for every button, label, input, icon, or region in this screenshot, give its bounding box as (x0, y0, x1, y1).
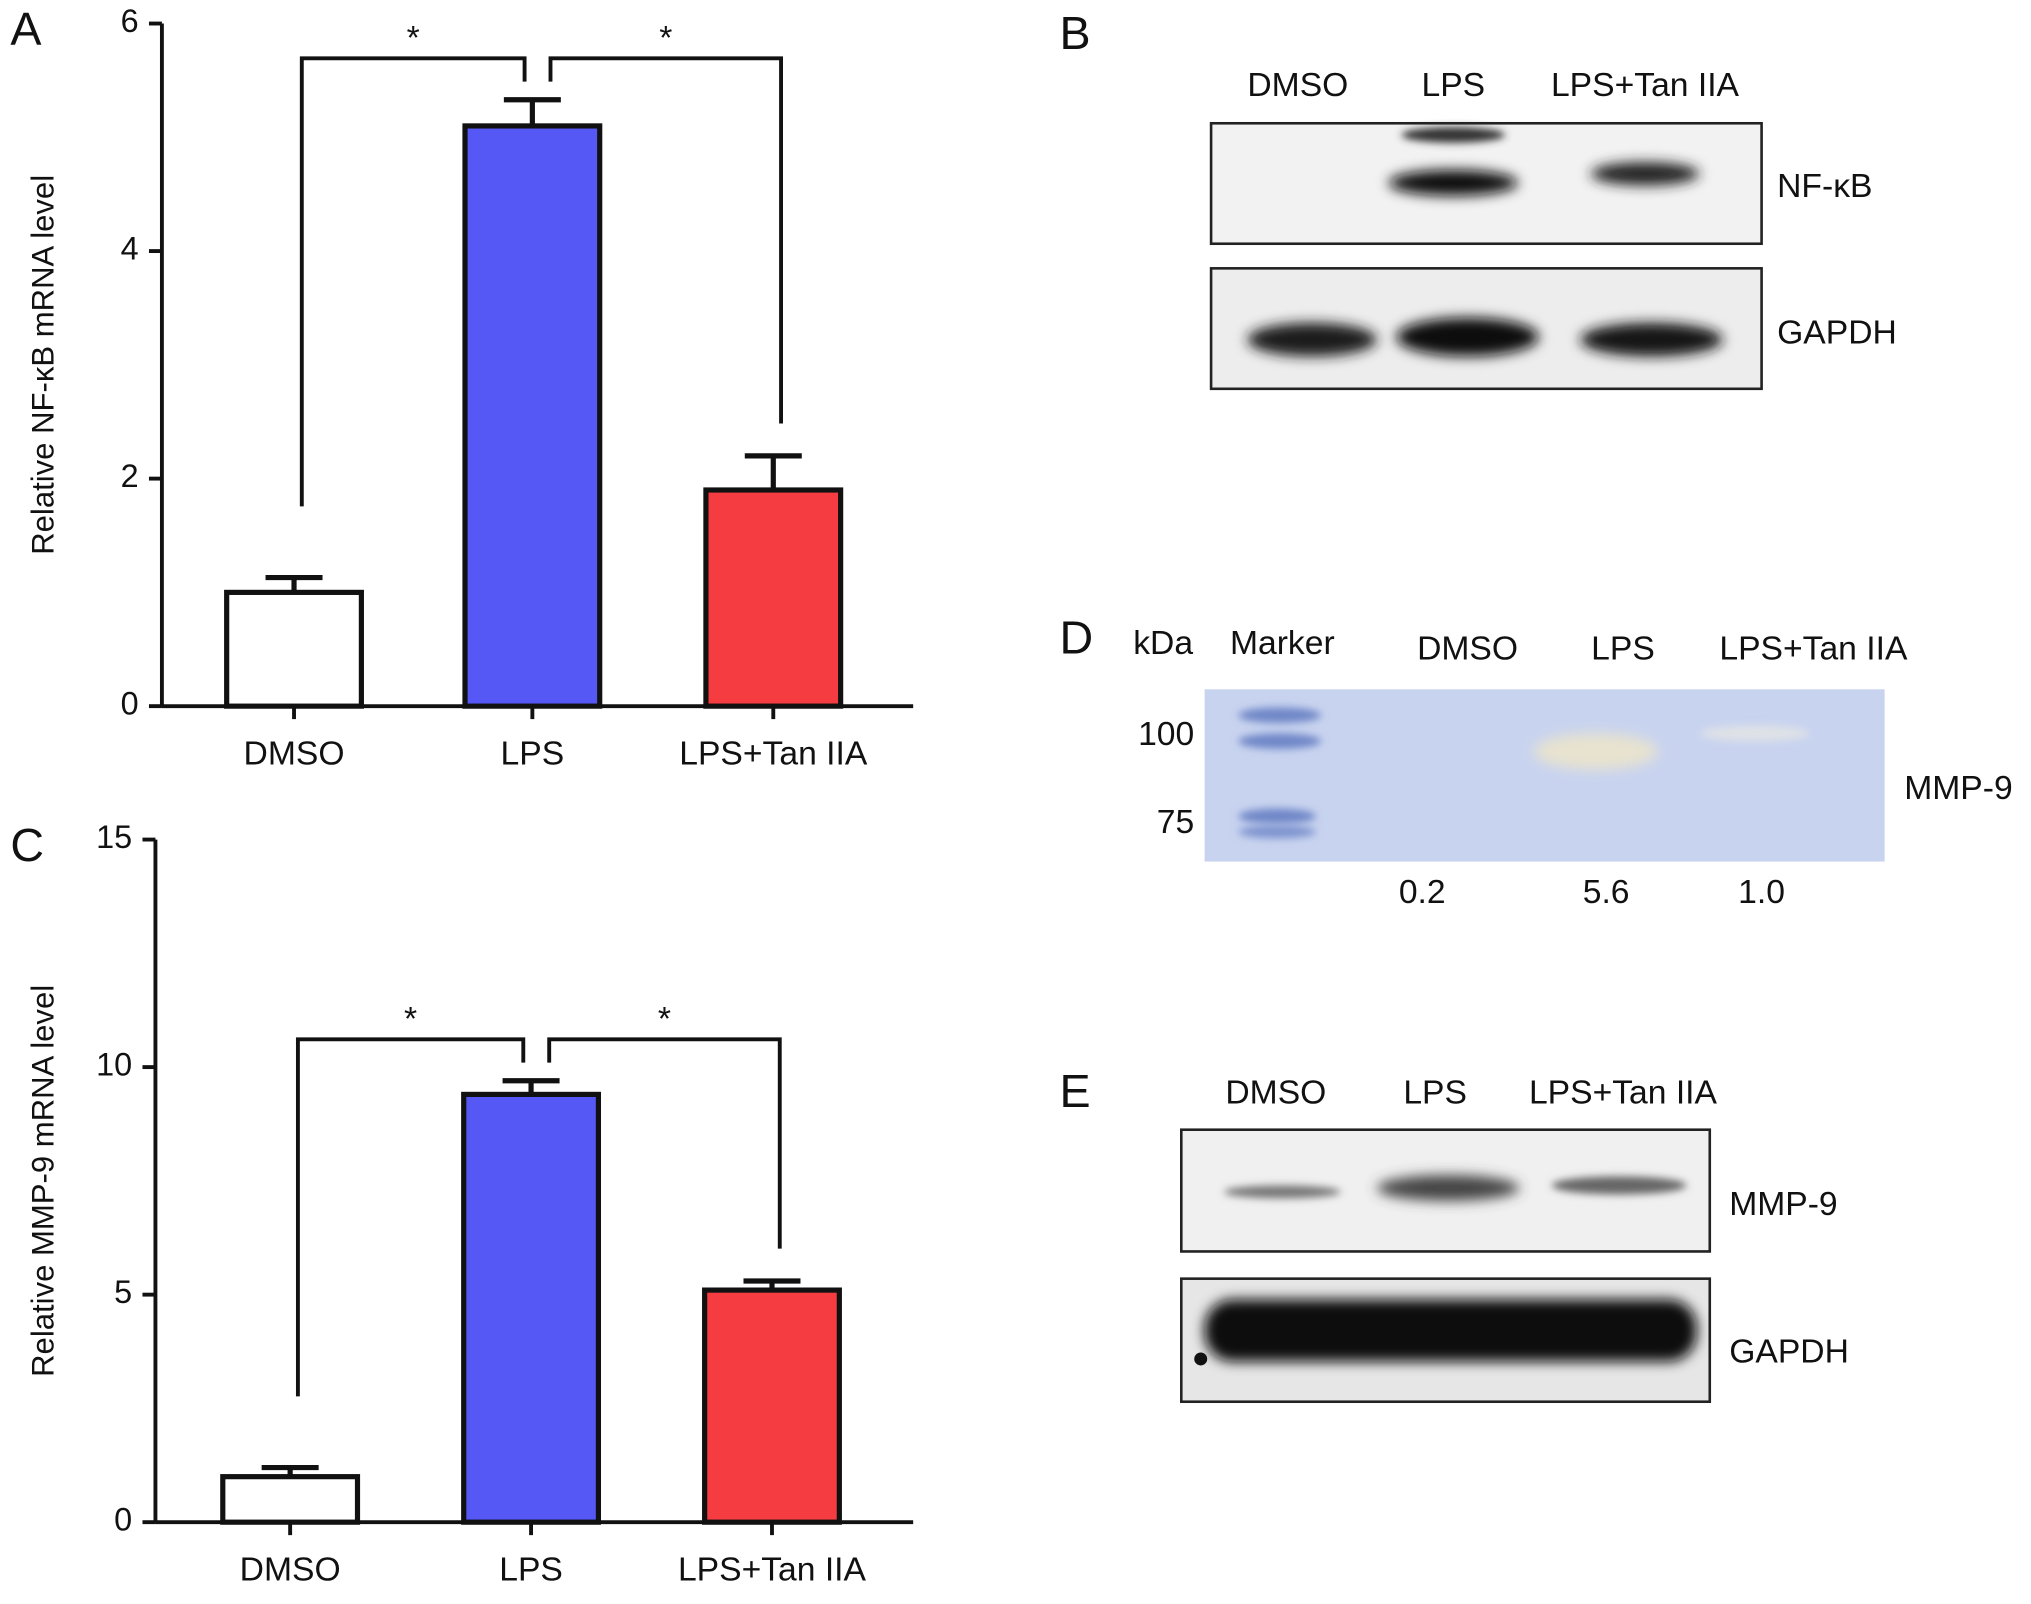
bar (462, 123, 603, 709)
x-tick-label: DMSO (240, 1551, 341, 1588)
panel-label: D (1060, 612, 1094, 664)
lane-label: DMSO (1225, 1075, 1326, 1112)
blot (1180, 1128, 1712, 1404)
y-tick-label: 15 (96, 819, 132, 855)
bar (703, 487, 844, 709)
significance-bracket (299, 56, 527, 507)
panel-label: C (10, 819, 44, 871)
lane-label: DMSO (1417, 630, 1518, 667)
x-tick-label: LPS (501, 735, 565, 772)
lane-label: LPS+Tan IIA (1529, 1075, 1718, 1112)
y-tick-label: 4 (121, 231, 139, 267)
row-label: GAPDH (1777, 314, 1897, 351)
lane-label: DMSO (1247, 67, 1348, 104)
x-tick-label: LPS+Tan IIA (678, 1551, 867, 1588)
row-label: MMP-9 (1729, 1186, 1837, 1223)
x-tick-label: DMSO (244, 735, 345, 772)
row-label: MMP-9 (1904, 770, 2012, 807)
significance-star: * (658, 1001, 671, 1038)
significance-bracket (295, 1037, 526, 1397)
quantification: 5.6 (1583, 874, 1630, 911)
bar (702, 1287, 842, 1525)
significance-star: * (407, 20, 420, 57)
lane-label: LPS+Tan IIA (1551, 67, 1740, 104)
row-label: NF-κB (1777, 168, 1872, 205)
y-tick-label: 0 (121, 686, 139, 722)
y-axis-label: Relative MMP-9 mRNA level (26, 985, 61, 1377)
size-label: 75 (1157, 804, 1194, 841)
panel-label: A (10, 3, 41, 55)
significance-star: * (404, 1001, 417, 1038)
lane-label: LPS (1421, 67, 1485, 104)
bar (220, 1474, 361, 1525)
y-tick-label: 10 (96, 1047, 132, 1083)
marker-label: Marker (1230, 625, 1335, 662)
x-tick-label: LPS (499, 1551, 563, 1588)
y-tick-label: 6 (121, 3, 139, 39)
y-tick-label: 5 (114, 1274, 132, 1310)
quantification: 1.0 (1738, 874, 1785, 911)
lane-label: LPS (1591, 630, 1655, 667)
bar (224, 589, 364, 709)
significance-bracket (548, 56, 783, 424)
units-label: kDa (1133, 625, 1193, 662)
lane-label: LPS+Tan IIA (1719, 630, 1908, 667)
row-label: GAPDH (1729, 1334, 1849, 1371)
gel (1204, 689, 1885, 862)
bar (461, 1091, 602, 1525)
lane-label: LPS (1403, 1075, 1467, 1112)
y-axis-label: Relative NF-κB mRNA level (26, 175, 61, 555)
x-tick-label: LPS+Tan IIA (679, 735, 868, 772)
panel-label: E (1060, 1065, 1091, 1117)
significance-bracket (547, 1037, 782, 1249)
panel-label: B (1060, 7, 1091, 59)
size-label: 100 (1138, 716, 1194, 753)
y-tick-label: 2 (121, 458, 139, 494)
significance-star: * (659, 20, 672, 57)
blot (1209, 121, 1763, 391)
quantification: 0.2 (1399, 874, 1446, 911)
y-tick-label: 0 (114, 1502, 132, 1538)
